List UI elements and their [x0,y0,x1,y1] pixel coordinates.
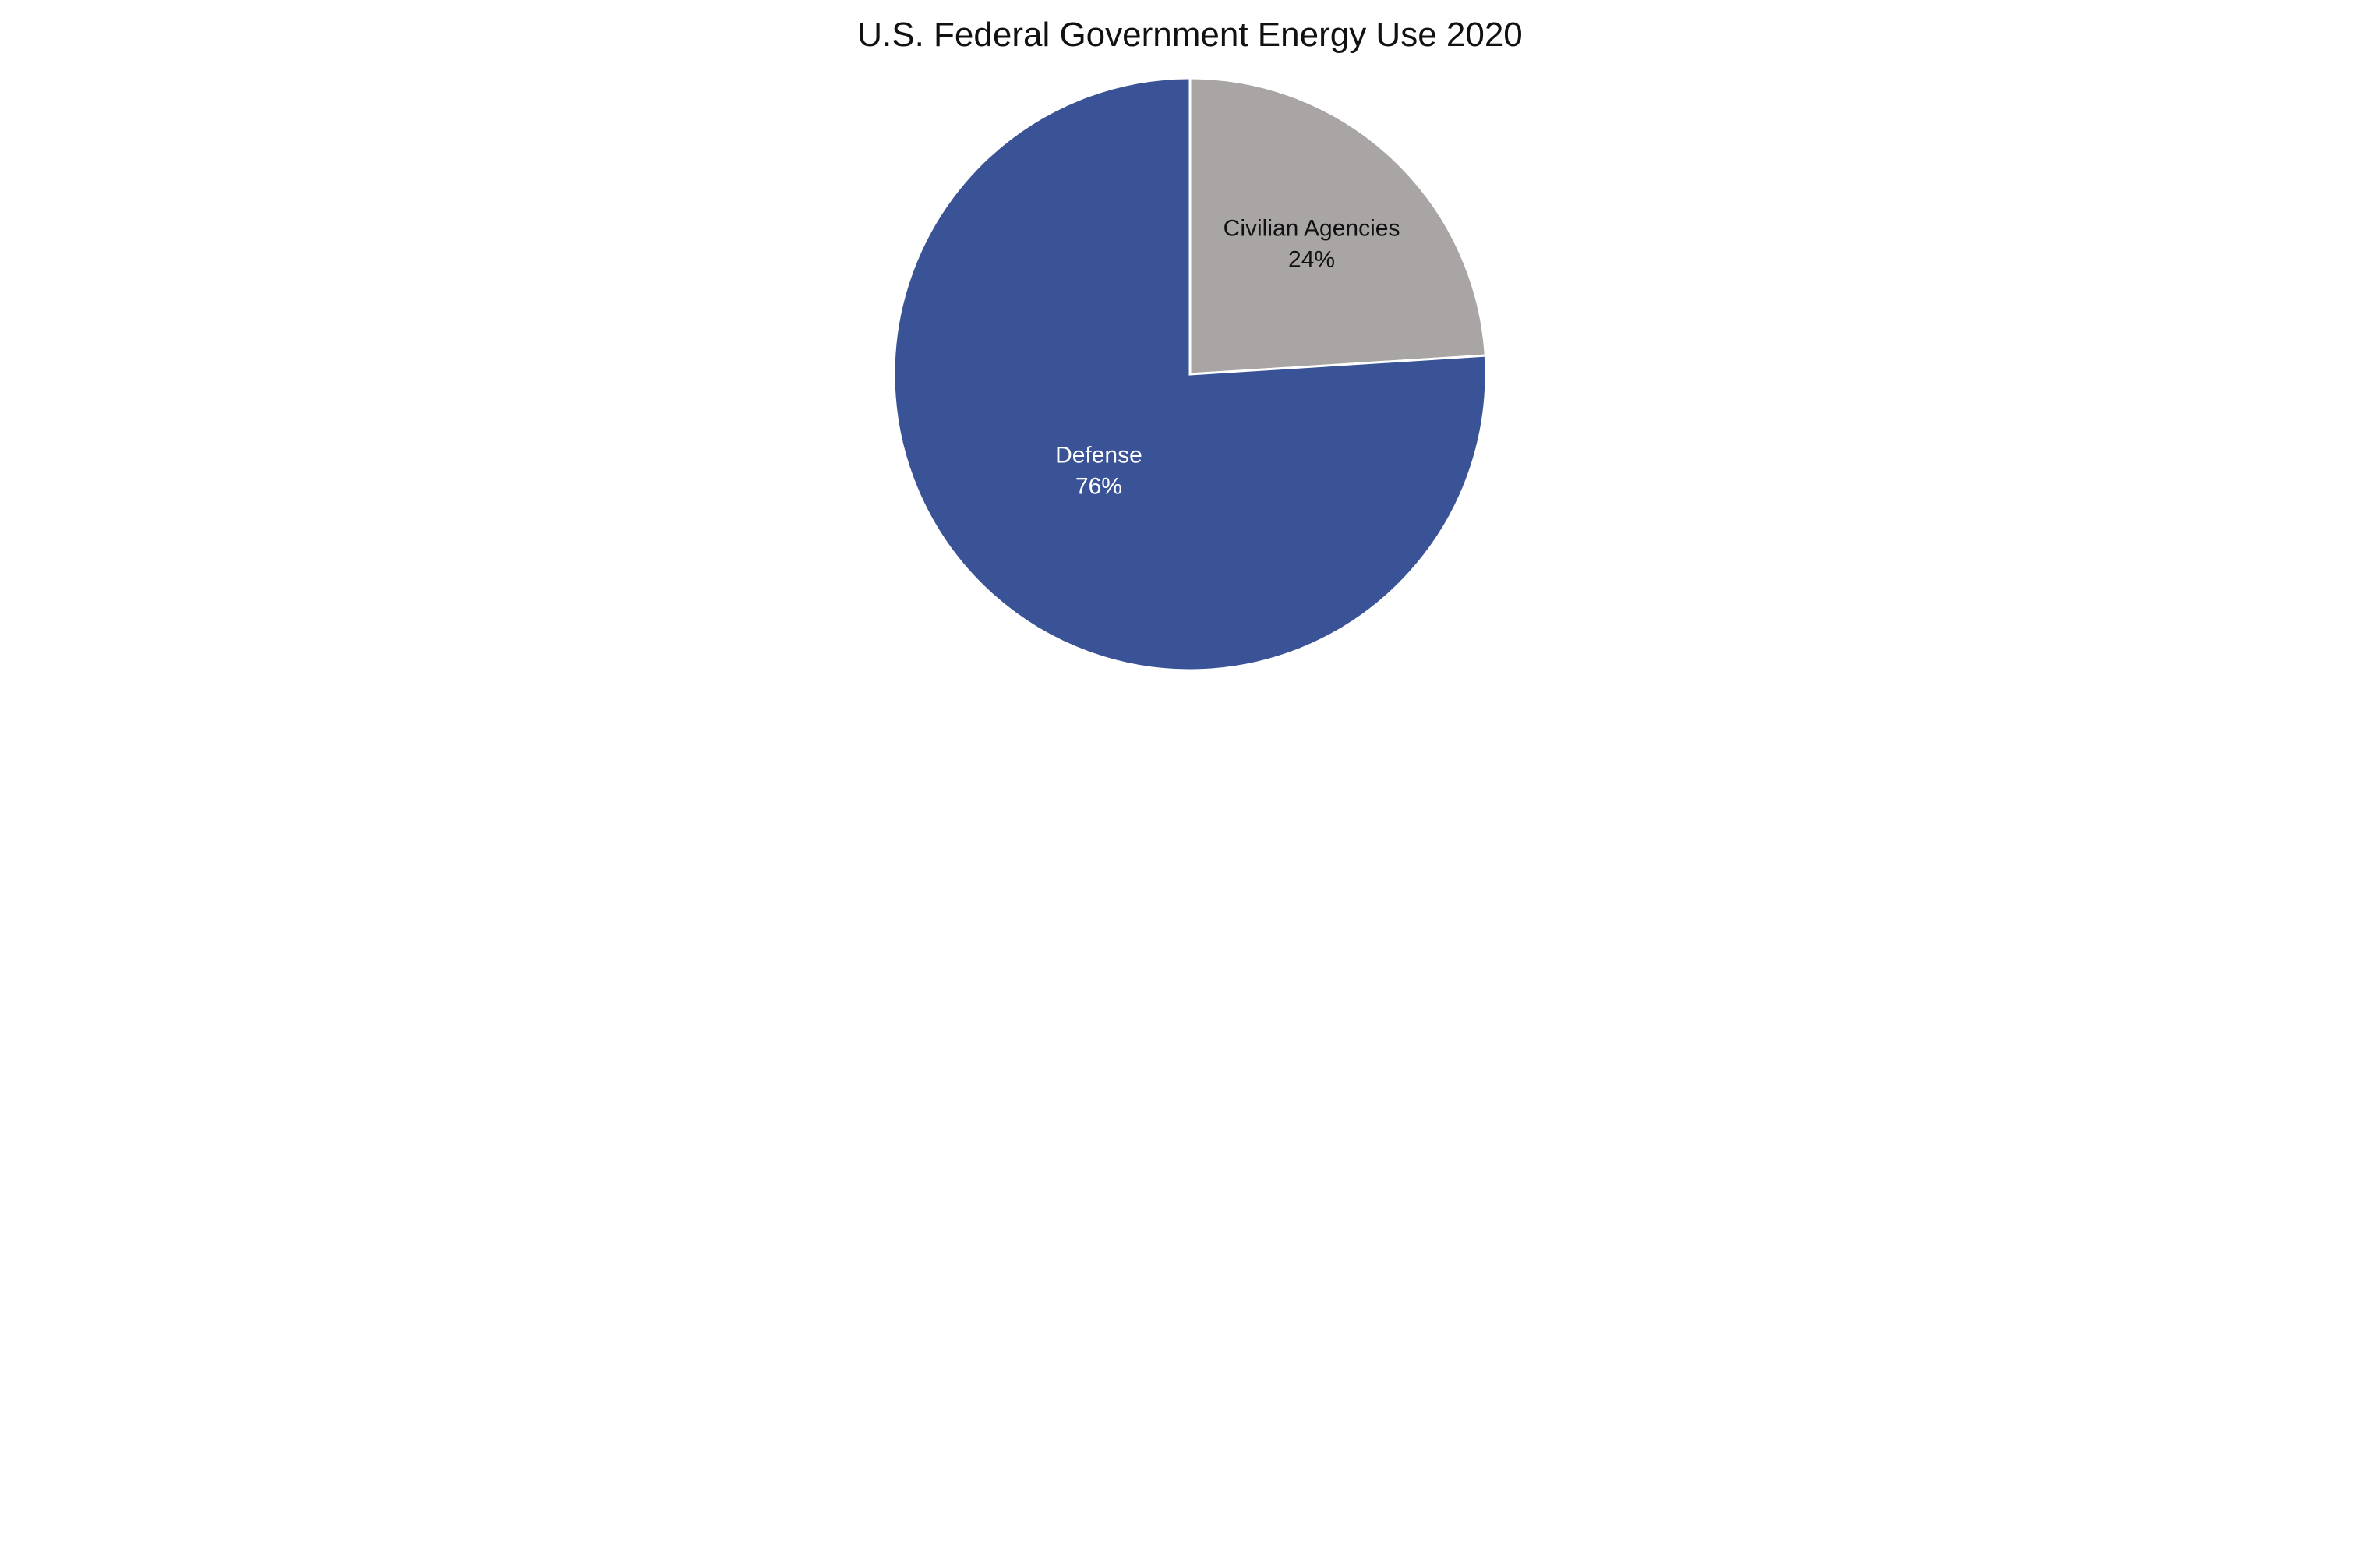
pie-area: Civilian Agencies24% Defense76% [894,78,1486,670]
slice-label-name: Defense [1055,440,1142,472]
slice-label-0: Civilian Agencies24% [1224,213,1400,276]
slice-label-1: Defense76% [1055,440,1142,503]
slice-label-percent: 24% [1224,245,1400,277]
slice-label-percent: 76% [1055,472,1142,504]
chart-title: U.S. Federal Government Energy Use 2020 [0,16,2380,55]
pie-chart: U.S. Federal Government Energy Use 2020 … [0,0,2380,670]
pie-svg [894,78,1486,670]
slice-label-name: Civilian Agencies [1224,213,1400,245]
